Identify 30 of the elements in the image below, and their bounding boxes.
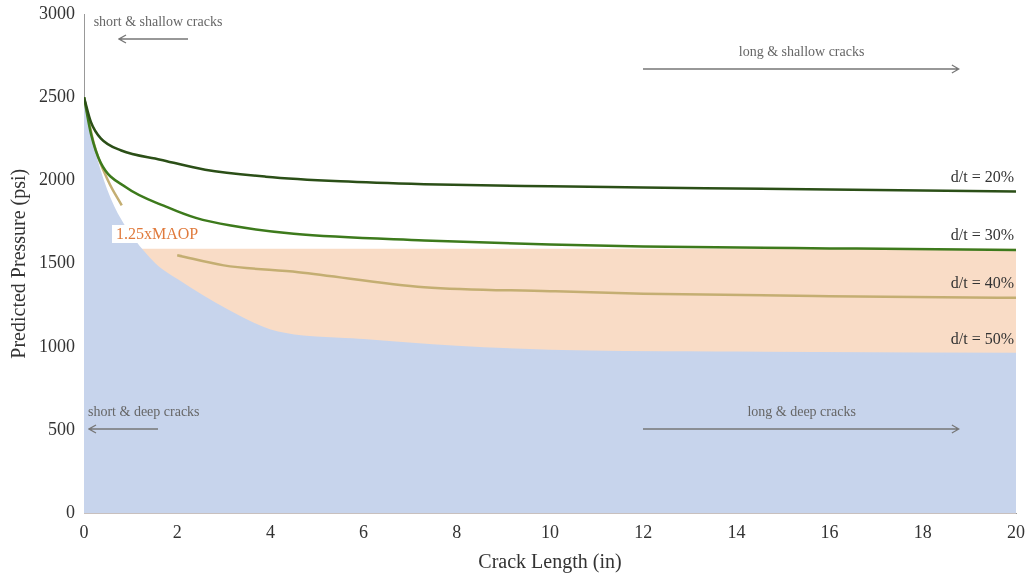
annotation: long & shallow cracks [737, 43, 866, 60]
y-tick-label: 2000 [39, 169, 75, 190]
y-tick-label: 1000 [39, 335, 75, 356]
annotation: long & deep cracks [746, 403, 857, 420]
x-tick-label: 4 [265, 521, 275, 542]
x-tick-label: 18 [913, 521, 932, 542]
y-axis-title: Predicted Pressure (psi) [7, 168, 31, 359]
series-label: d/t = 30% [950, 226, 1014, 244]
x-tick-label: 8 [452, 521, 462, 542]
x-tick-label: 2 [172, 521, 182, 542]
y-tick-label: 0 [66, 502, 75, 523]
x-tick-label: 16 [820, 521, 839, 542]
x-tick-label: 0 [79, 521, 89, 542]
x-tick-label: 20 [1007, 521, 1025, 542]
x-tick-label: 14 [727, 521, 746, 542]
annotation: short & shallow cracks [92, 14, 224, 30]
series-label: d/t = 50% [950, 330, 1014, 348]
line-series [84, 95, 1016, 193]
y-tick-label: 500 [48, 418, 75, 439]
x-tick-label: 10 [541, 521, 559, 542]
annotation: short & deep cracks [88, 403, 200, 420]
y-tick-label: 3000 [39, 2, 75, 23]
x-tick-label: 6 [359, 521, 369, 542]
x-tick-label: 12 [634, 521, 653, 542]
series-label: d/t = 20% [950, 167, 1014, 185]
band-label: 1.25xMAOP [111, 224, 203, 243]
series-label: d/t = 40% [950, 274, 1014, 292]
x-axis-title: Crack Length (in) [478, 550, 622, 574]
y-tick-label: 1500 [39, 252, 75, 273]
y-tick-label: 2500 [39, 85, 75, 106]
